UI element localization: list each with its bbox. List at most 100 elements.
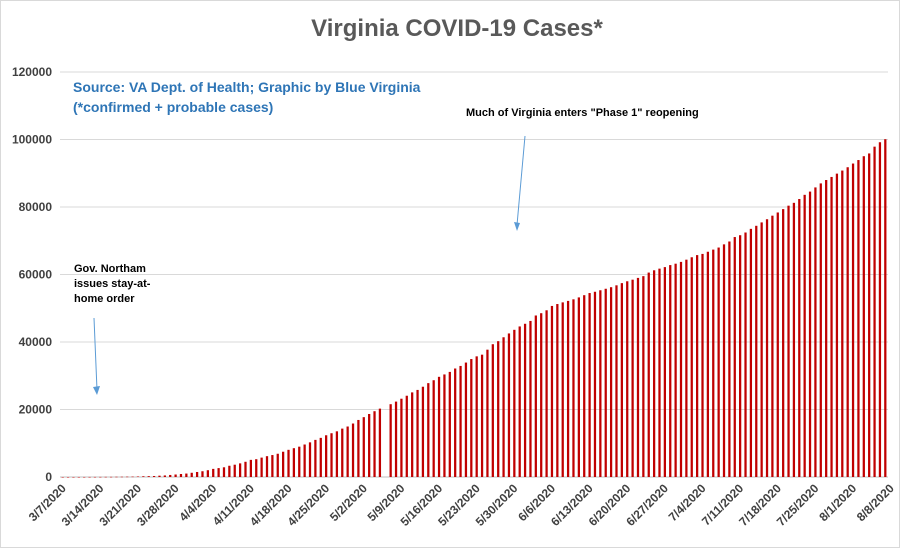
- bar: [534, 315, 537, 477]
- bar: [663, 267, 666, 477]
- bar: [126, 476, 129, 478]
- bar: [368, 413, 371, 477]
- bar: [217, 468, 220, 477]
- bar: [464, 362, 468, 477]
- bar: [325, 435, 328, 477]
- bar: [717, 247, 720, 477]
- bar: [400, 398, 403, 477]
- bar: [88, 476, 91, 478]
- bar: [179, 474, 183, 477]
- bar: [319, 437, 322, 477]
- bar: [276, 453, 279, 477]
- bar: [728, 241, 731, 477]
- bar: [819, 183, 822, 477]
- annotation-arrowhead-phase1: [514, 222, 520, 231]
- bar: [346, 426, 349, 477]
- bar: [523, 323, 527, 477]
- bar: [529, 320, 532, 477]
- annotation-stay-at-home-line-3: home order: [74, 293, 135, 305]
- bar: [411, 392, 414, 477]
- bar: [647, 272, 650, 477]
- bar: [486, 349, 489, 477]
- bar: [776, 212, 779, 478]
- bar: [556, 304, 559, 477]
- bar: [620, 283, 623, 477]
- bar: [416, 389, 419, 477]
- x-tick-label: 8/8/2020: [854, 481, 897, 524]
- bar: [545, 310, 548, 477]
- bar: [394, 401, 398, 477]
- bar: [378, 408, 382, 477]
- bar: [771, 215, 774, 478]
- bar: [588, 293, 591, 477]
- bar: [814, 187, 817, 478]
- bar: [104, 476, 107, 478]
- y-tick-label: 120000: [12, 65, 52, 79]
- bar: [163, 475, 166, 477]
- bar: [599, 290, 602, 477]
- x-tick-label: 3/28/2020: [134, 481, 182, 529]
- bar: [841, 170, 844, 478]
- bar: [136, 476, 140, 477]
- x-tick-label: 5/2/2020: [327, 481, 370, 524]
- bar: [690, 257, 693, 477]
- bar: [803, 194, 806, 477]
- x-tick-label: 6/27/2020: [623, 481, 671, 529]
- y-tick-label: 80000: [19, 200, 53, 214]
- annotation-arrow-phase1: [516, 135, 526, 226]
- bar: [685, 259, 688, 477]
- x-tick-label: 8/1/2020: [816, 481, 859, 524]
- bar: [712, 249, 715, 477]
- bar: [507, 333, 511, 477]
- y-tick-label: 40000: [19, 335, 53, 349]
- bar: [846, 167, 849, 478]
- bar: [787, 205, 790, 478]
- bar: [448, 371, 451, 477]
- bar: [884, 139, 887, 477]
- bar: [636, 277, 640, 477]
- bar: [502, 337, 505, 477]
- annotation-arrow-stay-at-home: [93, 317, 98, 391]
- bar: [437, 376, 441, 477]
- bar: [362, 417, 365, 477]
- bar: [298, 446, 301, 477]
- bar: [169, 474, 172, 477]
- bar: [83, 476, 86, 478]
- bar: [330, 433, 333, 477]
- bar: [540, 313, 543, 477]
- bar: [77, 476, 80, 478]
- bar: [72, 476, 75, 478]
- x-axis-ticks: 3/7/20203/14/20203/21/20203/28/20204/4/2…: [26, 481, 897, 529]
- bar: [696, 255, 699, 477]
- bar: [238, 463, 242, 477]
- bar: [282, 451, 285, 477]
- bar: [292, 448, 296, 477]
- bar: [335, 431, 339, 477]
- bar: [314, 439, 317, 477]
- bar: [669, 265, 672, 477]
- bar: [642, 276, 645, 477]
- annotations: Gov. Northam issues stay-at- home order …: [74, 107, 699, 395]
- bar: [652, 270, 656, 477]
- bar: [421, 386, 425, 477]
- bar: [701, 253, 704, 477]
- y-tick-label: 20000: [19, 403, 53, 417]
- bar: [609, 287, 613, 477]
- y-axis-ticks: 0 20000 40000 60000 80000 100000 120000: [12, 65, 52, 484]
- bar: [222, 467, 226, 477]
- bar: [357, 419, 360, 477]
- bar: [459, 365, 462, 477]
- bar: [760, 222, 763, 477]
- bar: [626, 281, 629, 477]
- annotation-arrowhead-stay-at-home: [93, 386, 100, 395]
- bar: [744, 232, 747, 477]
- bar: [120, 476, 123, 478]
- bar: [61, 476, 64, 478]
- source-line-2: (*confirmed + probable cases): [73, 99, 273, 115]
- bar: [604, 288, 607, 477]
- gridlines: [60, 71, 888, 478]
- bar: [566, 300, 570, 477]
- bar: [389, 404, 392, 477]
- annotation-stay-at-home-line-2: issues stay-at-: [74, 278, 151, 290]
